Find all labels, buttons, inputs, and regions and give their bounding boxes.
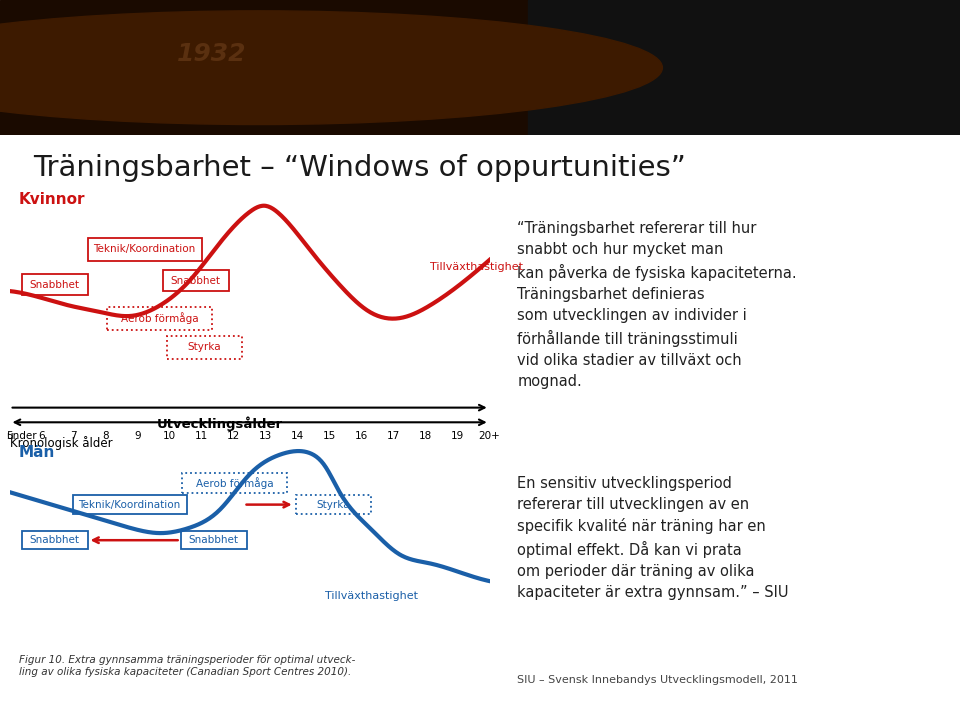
Text: 20+: 20+ — [479, 431, 500, 441]
Bar — [87, 238, 202, 261]
Text: SIU – Svensk Innebandys Utvecklingsmodell, 2011: SIU – Svensk Innebandys Utvecklingsmodel… — [517, 675, 798, 685]
Text: Tillväxthastighet: Tillväxthastighet — [430, 262, 522, 272]
Text: Aerob förmåga: Aerob förmåga — [196, 477, 274, 489]
Text: 7: 7 — [70, 431, 77, 441]
Text: Styrka: Styrka — [317, 500, 350, 510]
Bar — [296, 495, 372, 515]
Bar — [162, 270, 228, 291]
Bar — [167, 336, 242, 359]
Bar — [528, 0, 960, 135]
Text: Aerob förmåga: Aerob förmåga — [121, 312, 199, 324]
Text: 6: 6 — [38, 431, 45, 441]
Text: Snabbhet: Snabbhet — [188, 535, 239, 545]
Text: Utvecklingsålder: Utvecklingsålder — [156, 416, 282, 431]
Text: Snabbhet: Snabbhet — [171, 276, 221, 286]
Bar — [21, 274, 87, 295]
Text: Kvinnor: Kvinnor — [18, 192, 85, 207]
Text: Kronologisk ålder: Kronologisk ålder — [10, 436, 112, 450]
Text: 16: 16 — [355, 431, 369, 441]
Text: 18: 18 — [419, 431, 432, 441]
Bar — [182, 474, 287, 493]
Bar — [73, 495, 186, 515]
Text: 12: 12 — [227, 431, 240, 441]
Text: Tillväxthastighet: Tillväxthastighet — [324, 591, 418, 601]
Text: Teknik/Koordination: Teknik/Koordination — [93, 245, 196, 255]
Text: Snabbhet: Snabbhet — [30, 280, 80, 290]
Text: 17: 17 — [387, 431, 400, 441]
Text: Män: Män — [18, 445, 55, 460]
Text: 8: 8 — [103, 431, 108, 441]
Text: “Träningsbarhet refererar till hur
snabbt och hur mycket man
kan påverka de fysi: “Träningsbarhet refererar till hur snabb… — [517, 221, 797, 389]
Text: 19: 19 — [451, 431, 465, 441]
Text: Träningsbarhet – “Windows of oppurtunities”: Träningsbarhet – “Windows of oppurtuniti… — [34, 154, 686, 183]
Text: Figur 10. Extra gynnsamma träningsperioder för optimal utveck-
ling av olika fys: Figur 10. Extra gynnsamma träningsperiod… — [19, 656, 355, 677]
Bar — [21, 532, 87, 549]
Bar — [0, 0, 528, 135]
Bar — [180, 532, 247, 549]
Text: 13: 13 — [259, 431, 273, 441]
Text: 5: 5 — [7, 431, 12, 441]
Text: 14: 14 — [291, 431, 304, 441]
Text: En sensitiv utvecklingsperiod
refererar till utvecklingen av en
specifik kvalité: En sensitiv utvecklingsperiod refererar … — [517, 476, 789, 600]
Text: Snabbhet: Snabbhet — [30, 535, 80, 545]
Text: 15: 15 — [323, 431, 336, 441]
Text: 10: 10 — [163, 431, 177, 441]
Text: Teknik/Koordination: Teknik/Koordination — [79, 500, 180, 510]
Text: 9: 9 — [134, 431, 141, 441]
Text: under: under — [7, 431, 37, 441]
Bar — [108, 307, 212, 329]
Text: 11: 11 — [195, 431, 208, 441]
Text: Styrka: Styrka — [188, 342, 222, 352]
Circle shape — [0, 11, 662, 125]
Text: 1932: 1932 — [177, 42, 246, 66]
